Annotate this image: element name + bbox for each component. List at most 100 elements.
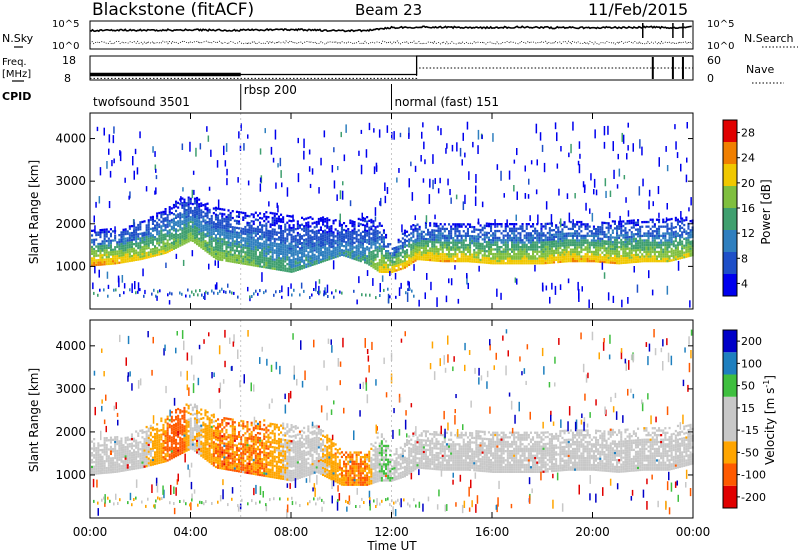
power-noise-cell (585, 202, 587, 211)
power-cell (538, 239, 541, 242)
power-cell (464, 253, 467, 256)
power-cell (296, 250, 299, 253)
power-cell (689, 252, 692, 255)
power-cell (630, 256, 633, 259)
velocity-cell (105, 469, 108, 472)
power-cell (160, 236, 163, 239)
power-cell (393, 247, 396, 250)
power-cell (246, 249, 249, 252)
power-cell (351, 250, 354, 253)
power-cell (540, 246, 543, 249)
power-cell (385, 254, 388, 257)
power-cell (164, 244, 167, 248)
power-cell (569, 232, 572, 235)
power-cell (658, 241, 661, 244)
power-cell (336, 250, 339, 253)
power-cell (553, 254, 556, 257)
power-cell (292, 237, 295, 241)
power-cell (208, 208, 211, 212)
power-cell (385, 263, 388, 267)
power-ground-cell (315, 288, 317, 292)
velocity-cell (93, 465, 96, 468)
power-noise-cell (358, 276, 360, 284)
power-cell (168, 210, 171, 213)
power-cell (147, 221, 150, 224)
power-cell (235, 247, 238, 250)
power-cell (122, 247, 125, 250)
power-ground-cell (375, 296, 377, 300)
power-cell (485, 243, 488, 246)
power-cell (401, 260, 404, 263)
power-cell (183, 223, 186, 227)
power-cell (120, 233, 123, 236)
power-cell (326, 219, 329, 222)
power-cell (286, 258, 289, 261)
velocity-scatter-group (91, 320, 694, 518)
power-ground-cell (97, 293, 99, 297)
power-ground-cell (291, 293, 293, 297)
power-cell (156, 214, 159, 217)
power-cell (288, 267, 291, 271)
power-noise-cell (356, 299, 358, 305)
power-cell (162, 220, 165, 223)
power-cell (456, 230, 459, 233)
power-cell (143, 254, 146, 257)
power-cell (93, 241, 96, 244)
power-cell (311, 238, 314, 241)
power-cell (532, 246, 535, 249)
power-cell (683, 256, 686, 259)
power-cell (477, 237, 480, 241)
velocity-cell (114, 438, 117, 441)
power-cell (448, 230, 451, 233)
velocity-cell (103, 471, 106, 474)
power-cell (324, 238, 327, 241)
power-cell (244, 258, 247, 261)
power-cell (460, 253, 463, 256)
power-noise-cell (290, 283, 292, 289)
power-cell (511, 255, 514, 258)
power-cell (628, 240, 631, 243)
power-cell (368, 256, 371, 259)
power-cell (143, 238, 146, 241)
velocity-cell (105, 450, 108, 454)
power-cell (151, 220, 154, 223)
velocity-cell (91, 465, 94, 469)
power-cell (401, 262, 404, 265)
power-cell (534, 259, 537, 263)
power-cell (313, 244, 316, 247)
power-cell (128, 232, 131, 235)
power-cell (261, 244, 264, 248)
power-noise-cell (477, 129, 480, 140)
power-cell (210, 235, 213, 238)
power-cell (303, 264, 306, 267)
power-cell (624, 252, 627, 255)
power-cell (422, 242, 425, 245)
power-cell (145, 242, 148, 245)
power-cell (601, 258, 604, 261)
power-cell (416, 230, 419, 233)
power-cell (649, 241, 652, 244)
power-cell (607, 226, 610, 230)
power-cell (653, 241, 656, 244)
power-cell (175, 237, 178, 240)
power-cell (382, 266, 385, 269)
power-cell (603, 242, 606, 245)
power-ground-cell (143, 294, 145, 298)
power-cell (416, 232, 419, 235)
power-cell (231, 228, 234, 231)
power-cell (599, 249, 602, 252)
power-cell (374, 249, 377, 252)
power-cell (172, 240, 175, 243)
power-cell (172, 222, 175, 225)
power-noise-cell (503, 193, 505, 198)
power-cell (103, 258, 106, 261)
velocity-cell (99, 469, 102, 472)
plot-title: Blackstone (fitACF) (92, 0, 254, 20)
power-noise-cell (400, 282, 402, 289)
power-cell (217, 248, 220, 252)
power-cell (523, 246, 526, 249)
power-cell (109, 241, 112, 245)
power-cell (126, 244, 129, 247)
power-cell (101, 242, 104, 245)
velocity-cell (116, 470, 119, 473)
